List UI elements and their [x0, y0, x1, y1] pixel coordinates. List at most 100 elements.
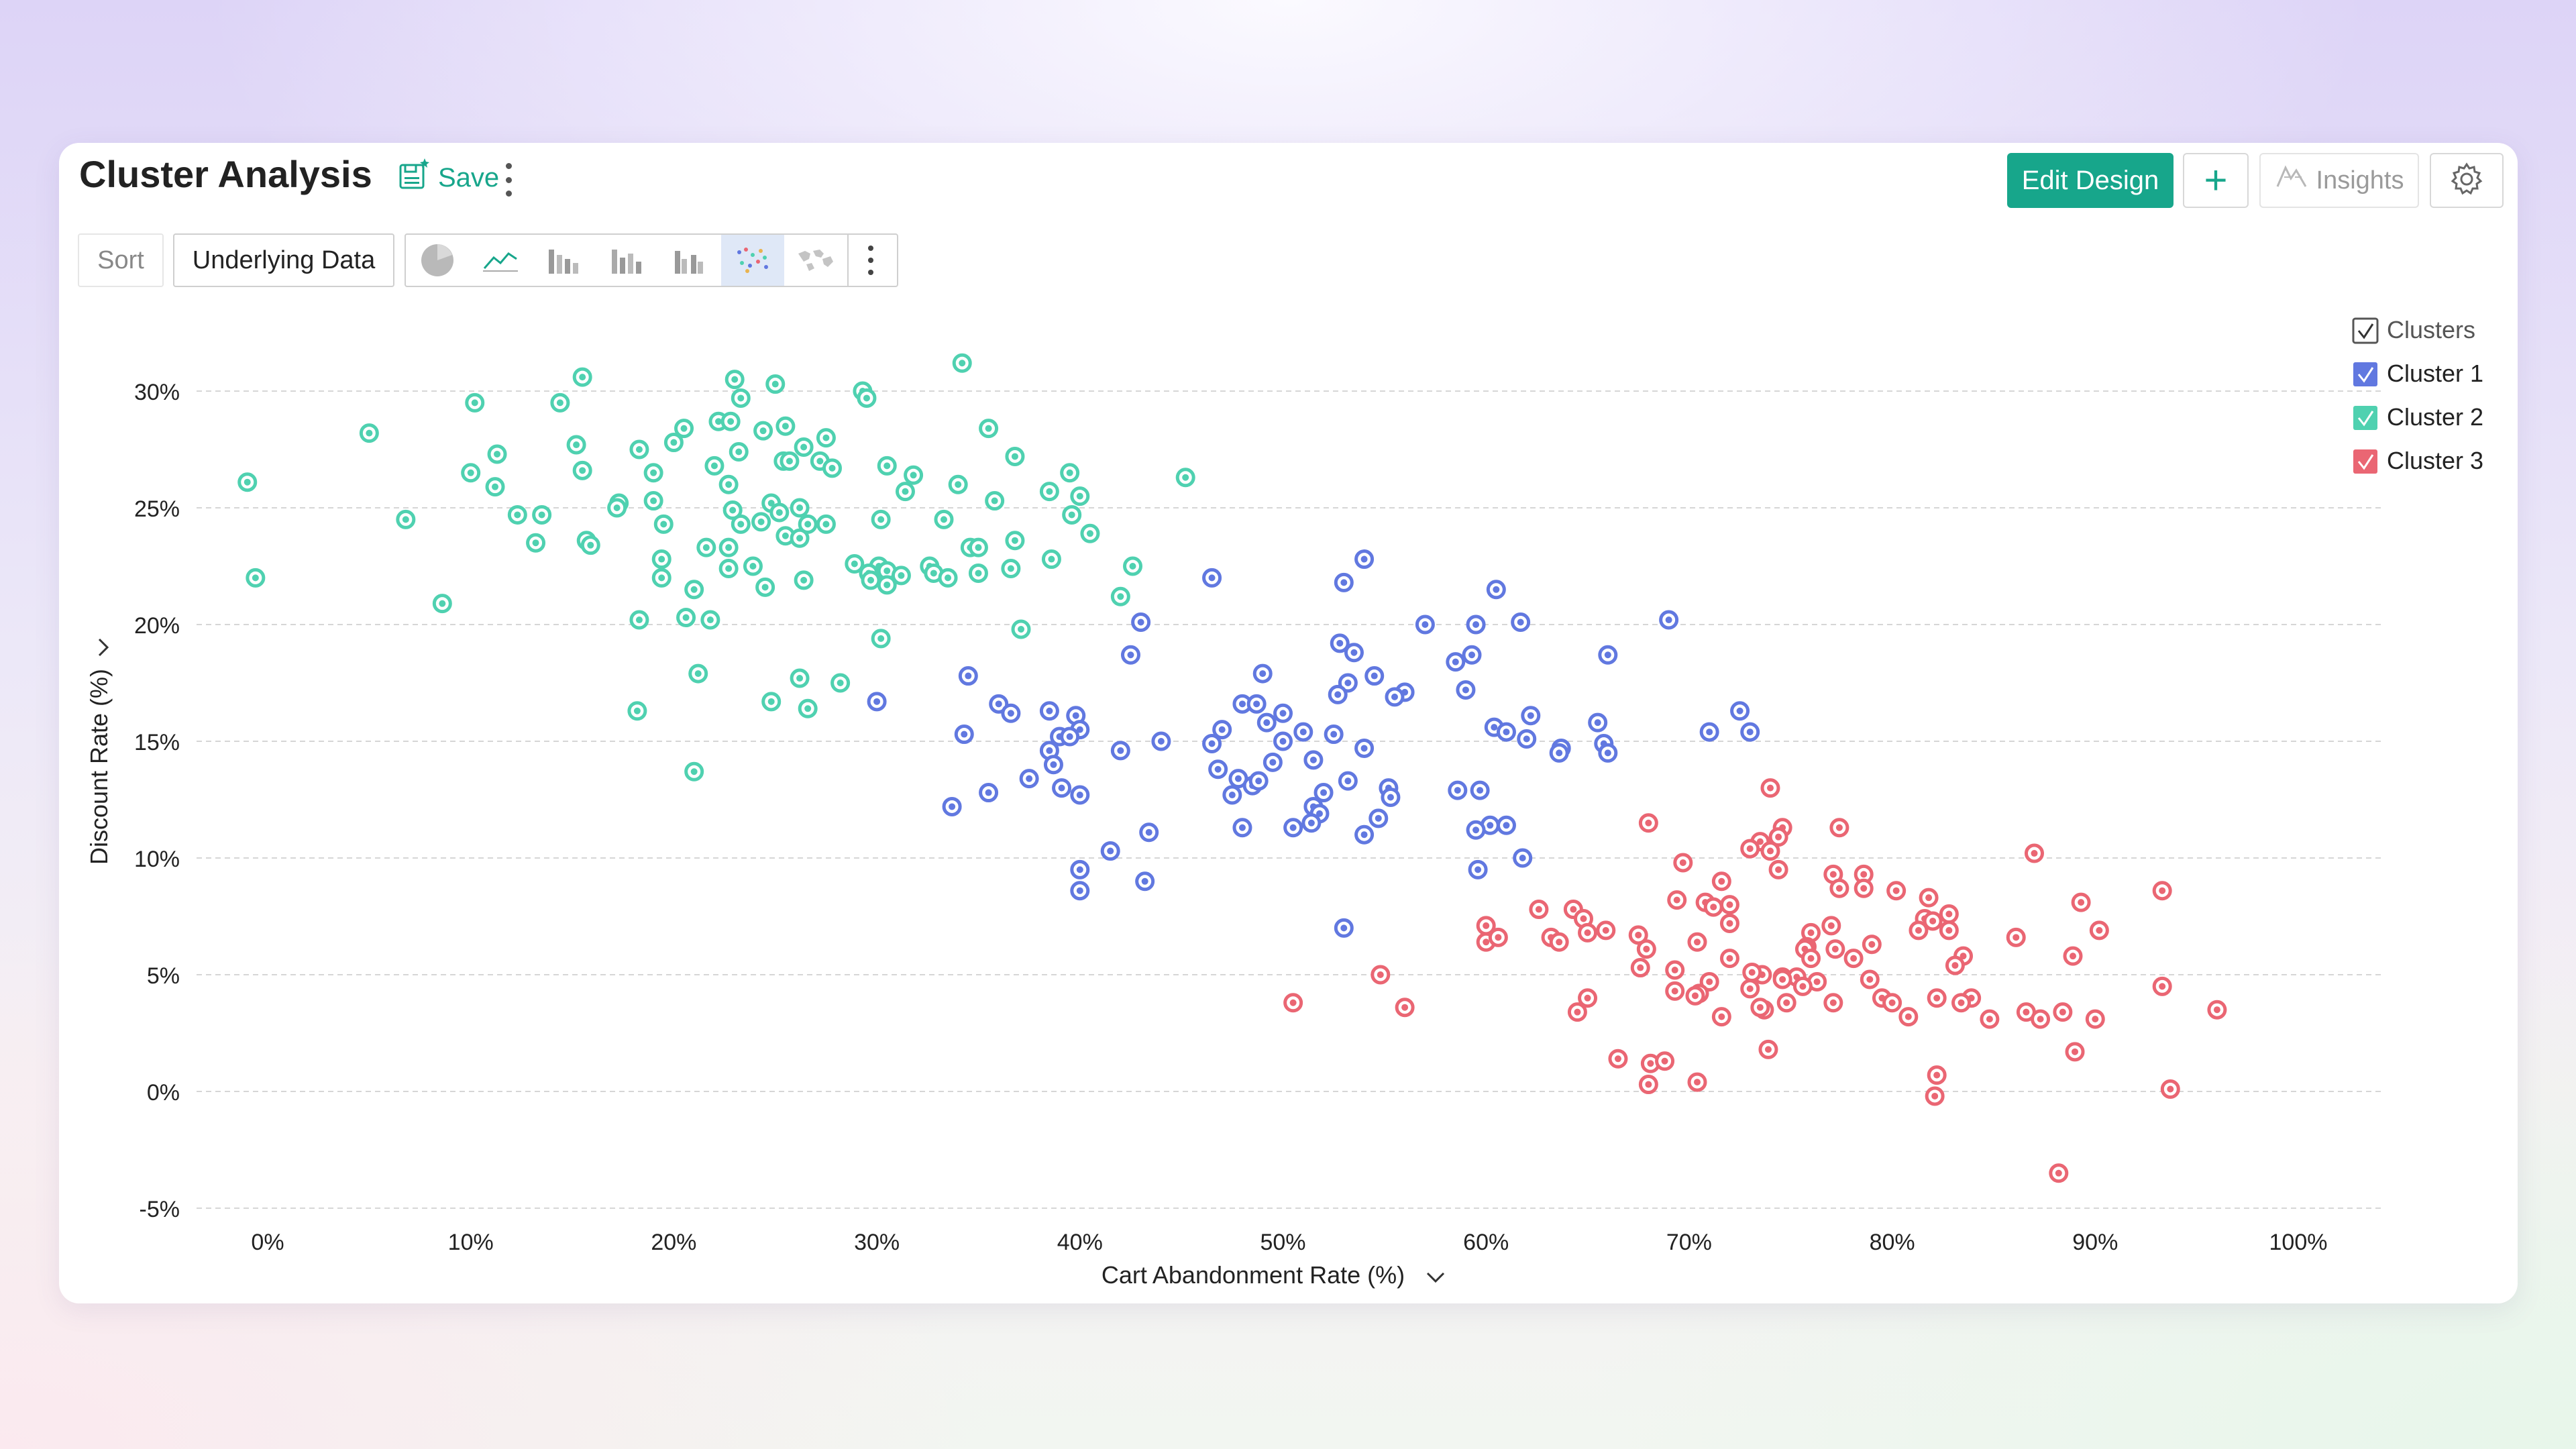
data-point-cluster-1[interactable] [1511, 612, 1531, 633]
settings-button[interactable] [2430, 153, 2504, 208]
data-point-cluster-3[interactable] [1862, 934, 1882, 955]
data-point-cluster-1[interactable] [1135, 871, 1155, 892]
data-point-cluster-1[interactable] [1208, 759, 1228, 780]
data-point-cluster-3[interactable] [1529, 900, 1549, 920]
data-point-cluster-3[interactable] [1951, 993, 1972, 1013]
data-point-cluster-3[interactable] [2152, 881, 2172, 901]
data-point-cluster-1[interactable] [1303, 750, 1324, 770]
chart-more-options-icon[interactable] [847, 235, 893, 286]
data-point-cluster-2[interactable] [891, 566, 911, 586]
data-point-cluster-1[interactable] [1039, 701, 1059, 721]
data-point-cluster-3[interactable] [1898, 1007, 1919, 1027]
data-point-cluster-1[interactable] [1598, 743, 1618, 763]
data-point-cluster-2[interactable] [629, 439, 649, 460]
data-point-cluster-1[interactable] [1273, 703, 1293, 723]
data-point-cluster-1[interactable] [1131, 612, 1151, 633]
data-point-cluster-3[interactable] [1854, 864, 1874, 884]
data-point-cluster-1[interactable] [1598, 645, 1618, 665]
data-point-cluster-3[interactable] [2049, 1163, 2069, 1183]
data-point-cluster-1[interactable] [1699, 722, 1719, 742]
data-point-cluster-3[interactable] [2065, 1042, 2085, 1062]
data-point-cluster-2[interactable] [765, 374, 786, 394]
data-point-cluster-3[interactable] [1596, 920, 1616, 941]
data-point-cluster-2[interactable] [780, 451, 800, 471]
data-point-cluster-2[interactable] [246, 568, 266, 588]
data-point-cluster-2[interactable] [790, 528, 810, 548]
data-point-cluster-1[interactable] [1659, 610, 1679, 630]
data-point-cluster-3[interactable] [1665, 981, 1685, 1001]
data-point-cluster-1[interactable] [1354, 824, 1375, 845]
data-point-cluster-2[interactable] [968, 537, 988, 557]
data-point-cluster-2[interactable] [934, 509, 954, 529]
data-point-cluster-2[interactable] [731, 514, 751, 534]
data-point-cluster-2[interactable] [526, 533, 546, 553]
data-point-cluster-2[interactable] [871, 509, 891, 529]
data-point-cluster-1[interactable] [1222, 785, 1242, 805]
data-point-cluster-3[interactable] [1923, 911, 1943, 931]
data-point-cluster-1[interactable] [1486, 580, 1506, 600]
data-point-cluster-1[interactable] [1466, 820, 1486, 840]
data-point-cluster-3[interactable] [1628, 925, 1648, 945]
legend-item-cluster-1[interactable]: Cluster 1 [2353, 360, 2483, 387]
data-point-cluster-3[interactable] [1886, 881, 1907, 901]
data-point-cluster-1[interactable] [1338, 771, 1358, 791]
data-point-cluster-2[interactable] [532, 504, 552, 525]
data-point-cluster-2[interactable] [724, 370, 745, 390]
pie-icon[interactable] [406, 235, 469, 286]
data-point-cluster-2[interactable] [1062, 504, 1082, 525]
data-point-cluster-1[interactable] [1470, 780, 1490, 800]
data-point-cluster-1[interactable] [1273, 731, 1293, 751]
data-point-cluster-1[interactable] [1232, 818, 1252, 838]
data-point-cluster-3[interactable] [2063, 946, 2083, 966]
data-point-cluster-1[interactable] [1313, 783, 1334, 803]
data-point-cluster-1[interactable] [1293, 722, 1313, 742]
data-point-cluster-2[interactable] [729, 441, 749, 462]
data-point-cluster-3[interactable] [1699, 971, 1719, 991]
data-point-cluster-1[interactable] [1328, 684, 1348, 704]
data-point-cluster-2[interactable] [674, 419, 694, 439]
data-point-cluster-3[interactable] [1742, 963, 1762, 983]
y-axis-title[interactable]: Discount Rate (%) [85, 669, 113, 865]
data-point-cluster-2[interactable] [566, 435, 586, 455]
data-point-cluster-2[interactable] [653, 514, 674, 534]
data-point-cluster-3[interactable] [1667, 890, 1687, 910]
data-point-cluster-3[interactable] [1719, 895, 1739, 915]
data-point-cluster-2[interactable] [1060, 463, 1080, 483]
data-point-cluster-1[interactable] [1060, 727, 1080, 747]
data-point-cluster-2[interactable] [607, 498, 627, 518]
data-point-cluster-1[interactable] [1330, 633, 1350, 653]
sort-button[interactable]: Sort [78, 233, 164, 287]
data-point-cluster-3[interactable] [1655, 1051, 1675, 1071]
grouped-bar-icon[interactable] [658, 235, 721, 286]
data-point-cluster-1[interactable] [1466, 614, 1486, 635]
data-point-cluster-2[interactable] [663, 433, 684, 453]
data-point-cluster-2[interactable] [718, 474, 739, 494]
data-point-cluster-3[interactable] [1573, 908, 1593, 928]
data-point-cluster-1[interactable] [1256, 712, 1277, 733]
data-point-cluster-1[interactable] [1338, 673, 1358, 693]
data-point-cluster-1[interactable] [1385, 687, 1405, 707]
data-point-cluster-2[interactable] [857, 388, 877, 408]
data-point-cluster-3[interactable] [1801, 949, 1821, 969]
data-point-cluster-2[interactable] [643, 463, 663, 483]
data-point-cluster-3[interactable] [1927, 988, 1947, 1008]
data-point-cluster-2[interactable] [700, 610, 720, 630]
data-point-cluster-1[interactable] [1334, 572, 1354, 592]
data-point-cluster-3[interactable] [1750, 998, 1770, 1018]
data-point-cluster-3[interactable] [2207, 1000, 2227, 1020]
data-point-cluster-2[interactable] [798, 698, 818, 718]
data-point-cluster-2[interactable] [1039, 482, 1059, 502]
data-point-cluster-3[interactable] [2024, 843, 2044, 863]
data-point-cluster-1[interactable] [1513, 848, 1533, 868]
data-point-cluster-2[interactable] [1070, 486, 1090, 506]
data-point-cluster-1[interactable] [1202, 568, 1222, 588]
data-point-cluster-1[interactable] [1070, 859, 1090, 879]
data-point-cluster-1[interactable] [1070, 881, 1090, 901]
underlying-data-button[interactable]: Underlying Data [173, 233, 394, 287]
data-point-cluster-3[interactable] [1909, 920, 1929, 941]
data-point-cluster-2[interactable] [816, 514, 836, 534]
data-point-cluster-1[interactable] [1301, 813, 1322, 833]
data-point-cluster-1[interactable] [1517, 729, 1537, 749]
data-point-cluster-1[interactable] [1212, 720, 1232, 740]
y-axis-dropdown-icon[interactable] [98, 638, 109, 657]
